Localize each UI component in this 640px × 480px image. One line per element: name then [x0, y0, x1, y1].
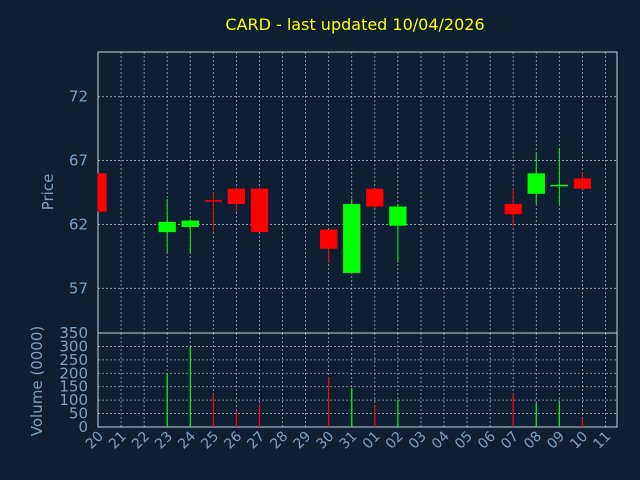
- x-axis-label: Day: [333, 458, 363, 476]
- candle-body: [227, 188, 246, 204]
- volume-tick-label: 250: [59, 351, 88, 369]
- volume-tick-label: 300: [59, 337, 88, 355]
- price-tick-label: 57: [69, 279, 88, 297]
- price-tick-label: 72: [69, 88, 88, 106]
- candle-body: [504, 203, 522, 215]
- volume-series: [166, 346, 584, 427]
- candle-series: [97, 147, 592, 273]
- candle-body: [550, 184, 568, 187]
- candle-body: [158, 221, 176, 233]
- volume-tick-label: 200: [59, 364, 88, 382]
- volume-axis-label: Volume (0000): [28, 326, 46, 436]
- volume-tick-label: 50: [69, 405, 88, 423]
- price-tick-label: 62: [69, 215, 88, 233]
- candle-body: [343, 203, 361, 273]
- candle-body: [250, 188, 269, 233]
- candle-body: [181, 220, 199, 227]
- candle-body: [320, 229, 338, 249]
- candle-body: [527, 173, 545, 194]
- volume-panel-frame: [97, 332, 618, 428]
- candle-body: [573, 178, 592, 189]
- volume-tick-label: 0: [78, 418, 88, 436]
- candle-body: [366, 188, 384, 207]
- candle-body: [389, 206, 407, 226]
- volume-tick-label: 350: [59, 324, 88, 342]
- candle-body: [204, 200, 222, 202]
- candle-body: [98, 173, 107, 212]
- volume-tick-label: 150: [59, 378, 88, 396]
- price-axis-ticks: 57 62 67 72: [69, 88, 88, 298]
- price-tick-label: 67: [69, 152, 88, 170]
- chart-title: CARD - last updated 10/04/2026: [225, 15, 484, 34]
- volume-grid: [98, 332, 617, 428]
- x-axis-ticks: 20 21 22 23 24 25 26 27 28 29 30 31 01 02 03 04 05 06 07 08…: [83, 428, 614, 452]
- volume-tick-label: 100: [59, 391, 88, 409]
- price-axis-label: Price: [39, 174, 57, 211]
